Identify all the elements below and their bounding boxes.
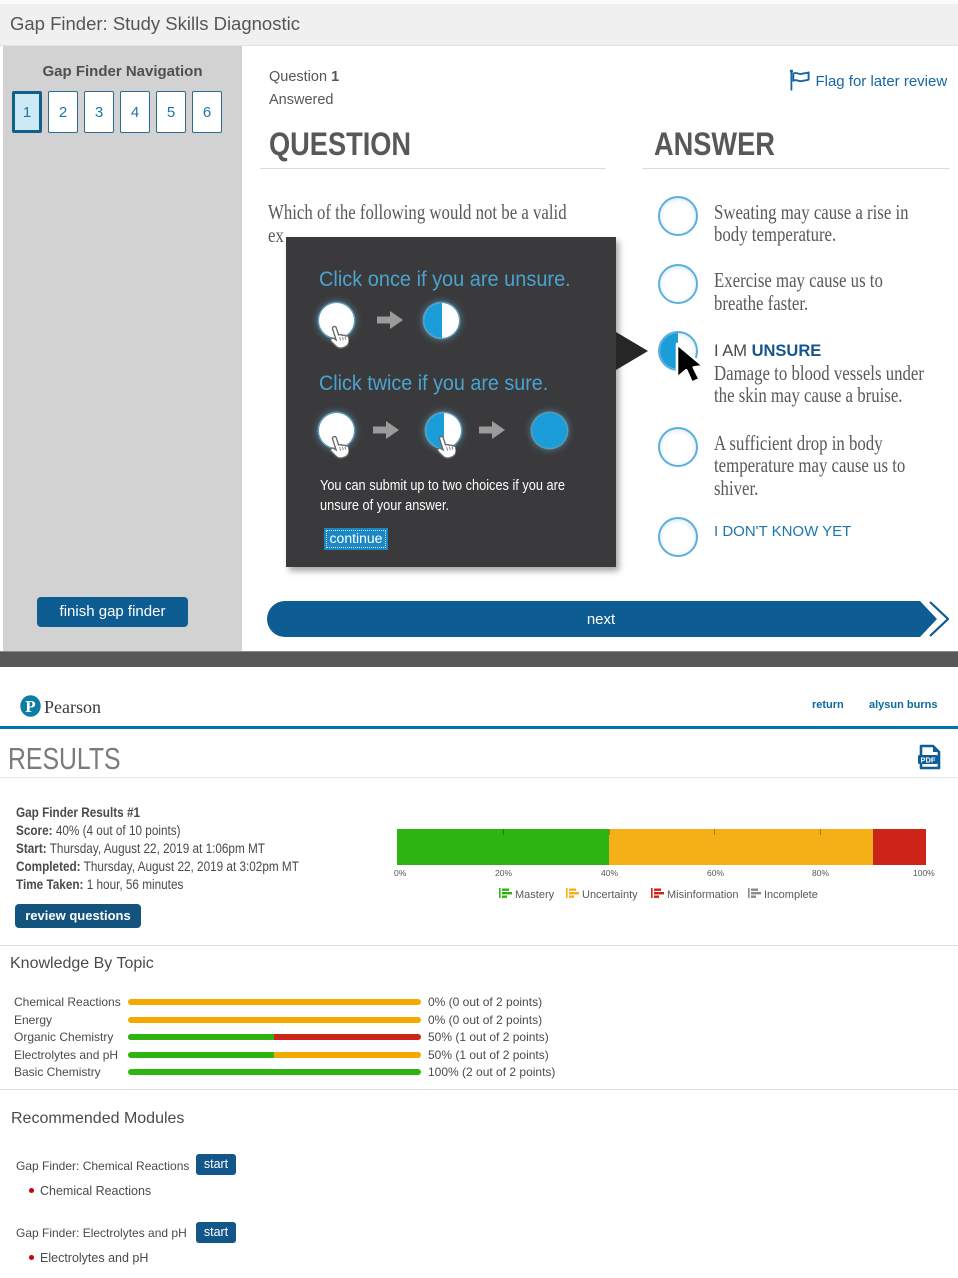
- svg-text:P: P: [25, 697, 35, 716]
- svg-text:next: next: [587, 611, 616, 628]
- svg-text:PDF: PDF: [921, 755, 936, 764]
